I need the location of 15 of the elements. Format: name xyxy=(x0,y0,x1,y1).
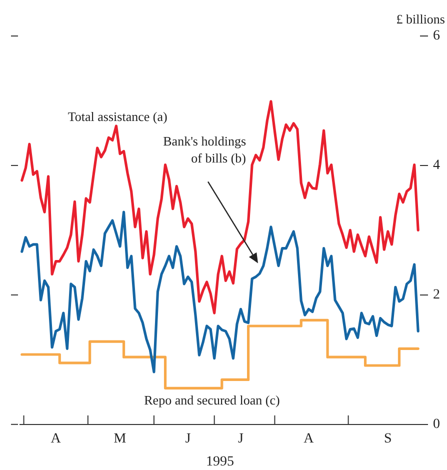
x-tick-label: M xyxy=(114,431,127,446)
series-label: Total assistance (a) xyxy=(68,108,168,124)
x-tick-label: A xyxy=(304,431,315,446)
y-tick-label: 4 xyxy=(433,158,440,174)
x-tick-label: J xyxy=(238,431,244,446)
y-tick-label: 6 xyxy=(433,28,440,44)
y-tick-label: 2 xyxy=(433,288,440,303)
x-tick-label: J xyxy=(185,431,192,446)
y-tick-label: 0 xyxy=(433,417,440,432)
x-axis-title: 1995 xyxy=(206,454,234,470)
y-axis-title: £ billions xyxy=(396,11,445,26)
series-label: Repo and secured loan (c) xyxy=(144,392,280,408)
x-tick-label: S xyxy=(384,431,392,446)
x-tick-label: A xyxy=(50,431,62,446)
text: Bank's holdings of bills (b) xyxy=(163,134,246,166)
